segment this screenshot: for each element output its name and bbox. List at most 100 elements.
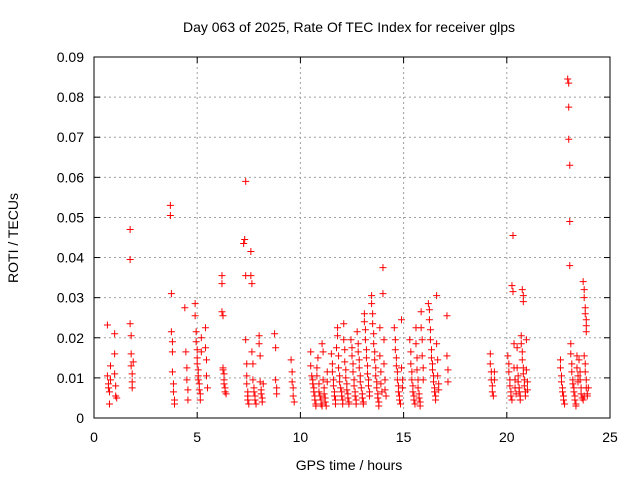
data-point bbox=[220, 370, 228, 378]
data-point bbox=[218, 272, 226, 280]
data-point bbox=[508, 396, 516, 404]
data-point bbox=[192, 338, 200, 346]
x-tick-label: 10 bbox=[293, 429, 309, 445]
data-point bbox=[365, 376, 373, 384]
data-point bbox=[407, 348, 415, 356]
data-point bbox=[581, 310, 589, 318]
data-point bbox=[243, 360, 251, 368]
data-point bbox=[166, 201, 174, 209]
data-point bbox=[289, 384, 297, 392]
data-point bbox=[518, 348, 526, 356]
data-point bbox=[412, 340, 420, 348]
data-point bbox=[312, 402, 320, 410]
data-point bbox=[434, 356, 442, 364]
data-point bbox=[193, 360, 201, 368]
data-point bbox=[566, 161, 574, 169]
data-point bbox=[582, 328, 590, 336]
data-point bbox=[430, 378, 438, 386]
data-point bbox=[365, 382, 373, 390]
data-point bbox=[435, 380, 443, 388]
data-point bbox=[393, 368, 401, 376]
data-point bbox=[323, 378, 331, 386]
data-point bbox=[288, 368, 296, 376]
data-point bbox=[320, 390, 328, 398]
data-point bbox=[517, 332, 525, 340]
data-point bbox=[316, 392, 324, 400]
data-point bbox=[349, 368, 357, 376]
data-point bbox=[573, 352, 581, 360]
data-point bbox=[576, 376, 584, 384]
data-point bbox=[398, 364, 406, 372]
data-point bbox=[372, 364, 380, 372]
data-point bbox=[183, 364, 191, 372]
data-point bbox=[575, 356, 583, 364]
y-tick-label: 0.02 bbox=[57, 330, 84, 346]
data-point bbox=[329, 376, 337, 384]
data-point bbox=[409, 388, 417, 396]
data-point bbox=[517, 340, 525, 348]
data-point bbox=[128, 378, 136, 386]
data-point bbox=[313, 364, 321, 372]
data-point bbox=[427, 354, 435, 362]
data-point bbox=[370, 340, 378, 348]
data-point bbox=[104, 384, 112, 392]
data-point bbox=[424, 300, 432, 308]
data-point bbox=[348, 352, 356, 360]
data-point bbox=[311, 396, 319, 404]
data-point bbox=[240, 240, 248, 248]
data-point bbox=[490, 376, 498, 384]
data-point bbox=[580, 352, 588, 360]
data-point bbox=[242, 177, 250, 185]
data-point bbox=[355, 364, 363, 372]
data-point bbox=[107, 362, 115, 370]
data-point bbox=[571, 396, 579, 404]
data-point bbox=[193, 346, 201, 354]
data-point bbox=[580, 392, 588, 400]
data-point bbox=[379, 264, 387, 272]
data-point bbox=[557, 372, 565, 380]
y-axis-label: ROTI / TECUs bbox=[5, 193, 21, 283]
data-point bbox=[184, 396, 192, 404]
data-point bbox=[202, 372, 210, 380]
data-point bbox=[192, 328, 200, 336]
data-point bbox=[565, 79, 573, 87]
data-point bbox=[167, 328, 175, 336]
data-point bbox=[319, 348, 327, 356]
data-point bbox=[127, 350, 135, 358]
data-point bbox=[334, 324, 342, 332]
data-point bbox=[513, 364, 521, 372]
data-point bbox=[334, 332, 342, 340]
data-point bbox=[354, 348, 362, 356]
data-point bbox=[444, 378, 452, 386]
data-point bbox=[127, 332, 135, 340]
data-point bbox=[515, 388, 523, 396]
data-point bbox=[251, 396, 259, 404]
data-point bbox=[418, 352, 426, 360]
data-point bbox=[272, 344, 280, 352]
data-point bbox=[559, 388, 567, 396]
data-point bbox=[374, 394, 382, 402]
data-point bbox=[191, 300, 199, 308]
data-point bbox=[377, 368, 385, 376]
data-point bbox=[505, 360, 513, 368]
data-point bbox=[343, 380, 351, 388]
data-point bbox=[218, 308, 226, 316]
y-tick-label: 0 bbox=[76, 410, 84, 426]
data-point bbox=[348, 344, 356, 352]
y-tick-label: 0.08 bbox=[57, 89, 84, 105]
data-point bbox=[321, 398, 329, 406]
y-tick-label: 0.09 bbox=[57, 49, 84, 65]
data-point bbox=[392, 362, 400, 370]
data-point bbox=[328, 360, 336, 368]
data-point bbox=[507, 392, 515, 400]
data-point bbox=[580, 294, 588, 302]
data-point bbox=[522, 336, 530, 344]
data-point bbox=[250, 388, 258, 396]
data-point bbox=[579, 396, 587, 404]
x-tick-label: 0 bbox=[90, 429, 98, 445]
data-point bbox=[408, 376, 416, 384]
data-point bbox=[488, 388, 496, 396]
data-point bbox=[373, 384, 381, 392]
data-point bbox=[574, 372, 582, 380]
data-point bbox=[486, 360, 494, 368]
